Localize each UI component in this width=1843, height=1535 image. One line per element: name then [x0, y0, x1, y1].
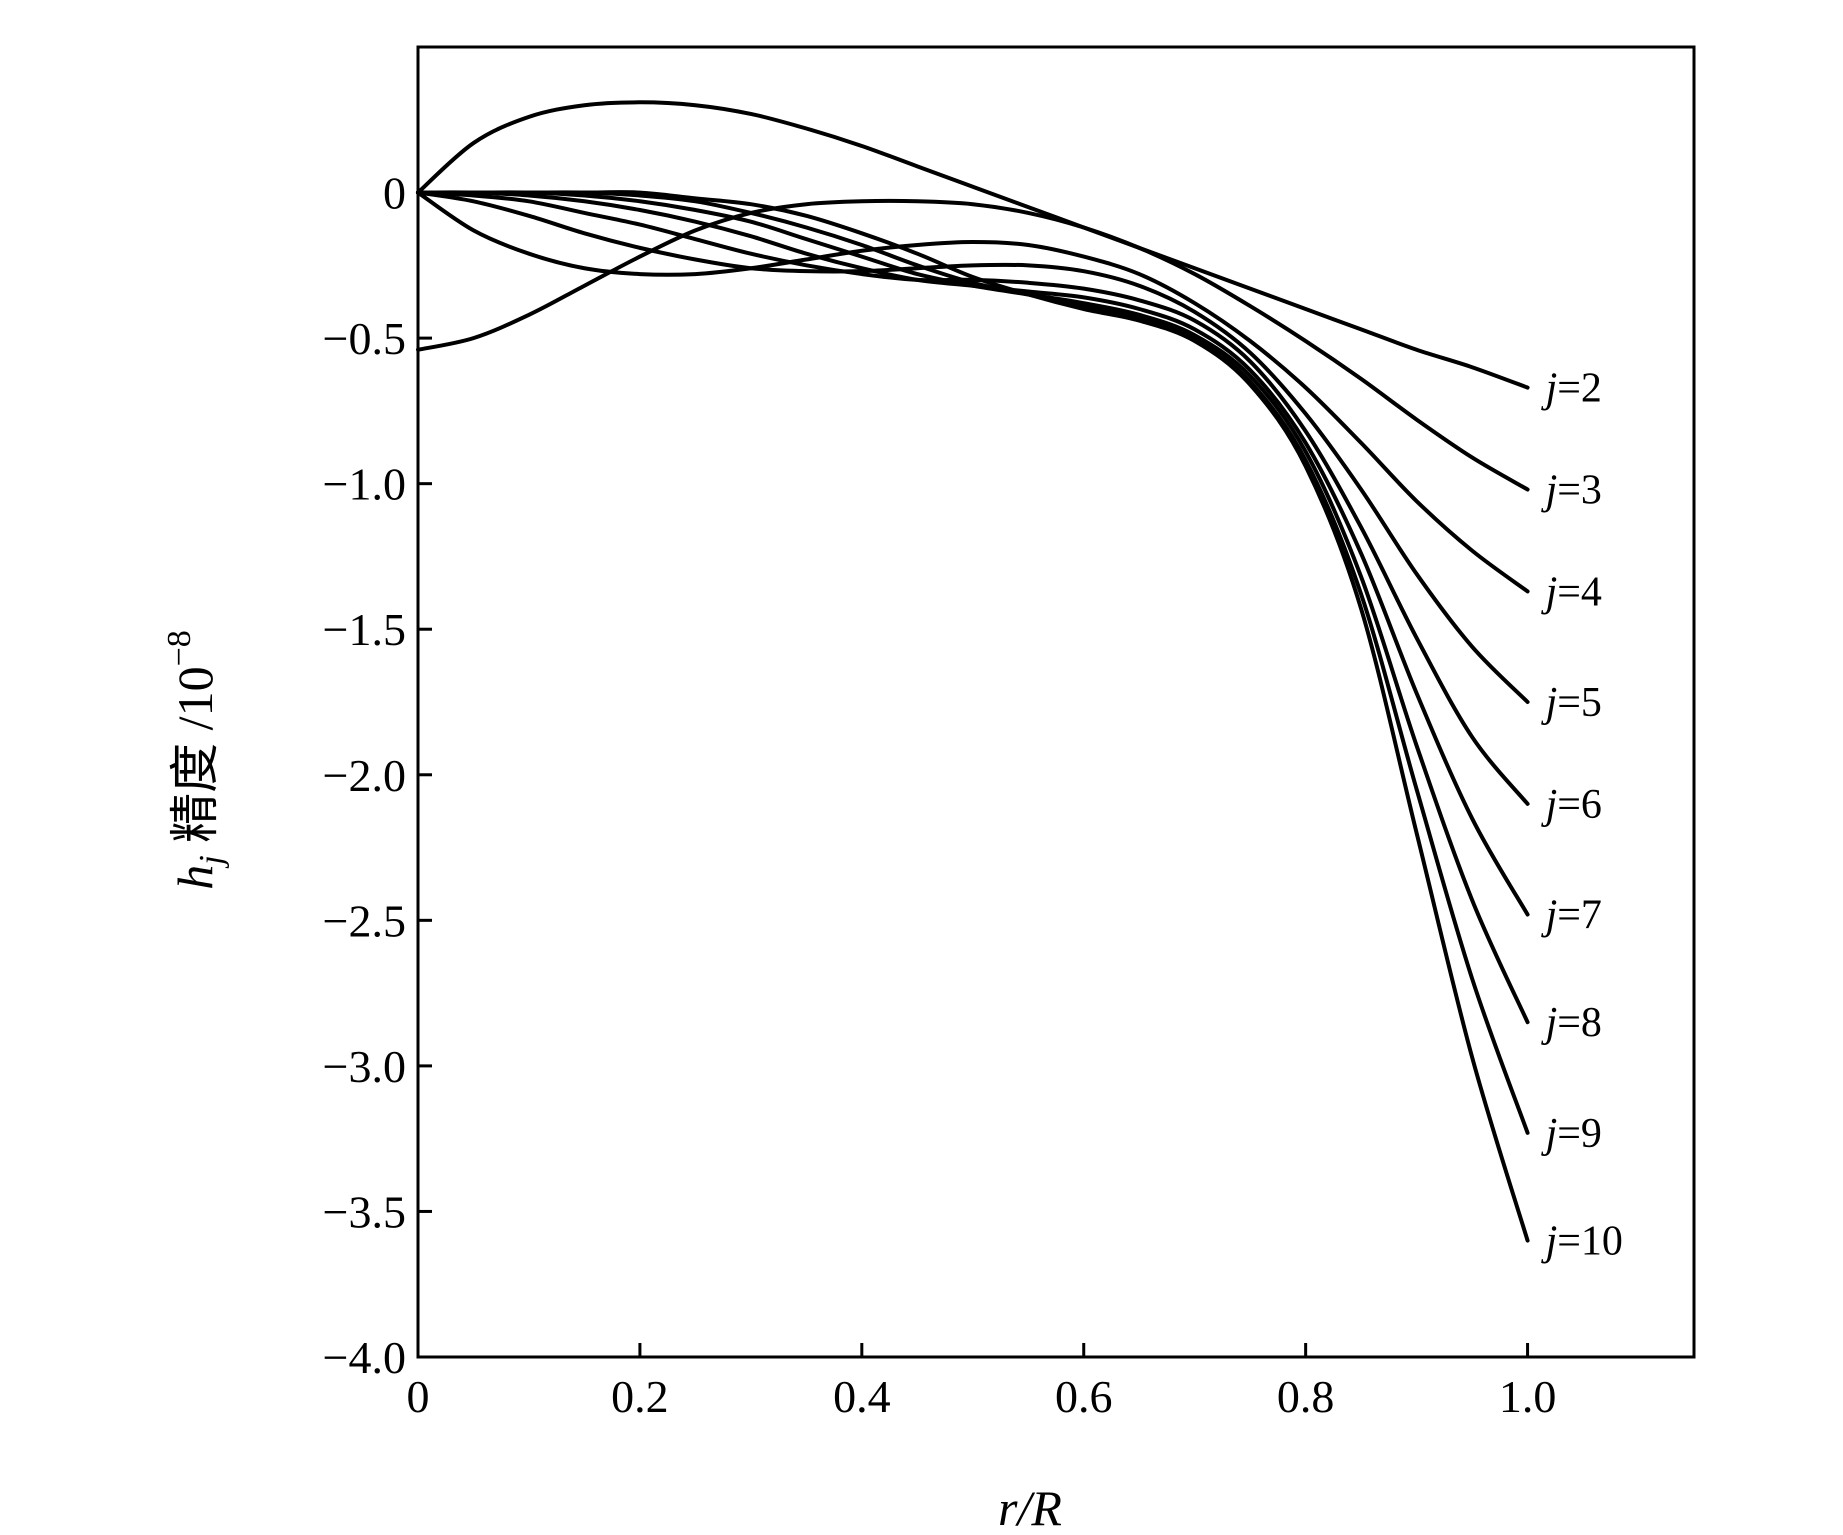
x-tick-label-2: 0.4: [833, 1371, 891, 1422]
series-label-j=3: j=3: [1541, 467, 1602, 513]
y-tick-label-2: −1.0: [323, 459, 406, 510]
y-tick-label-8: −4.0: [323, 1332, 406, 1383]
x-tick-label-3: 0.6: [1055, 1371, 1113, 1422]
series-label-j=7: j=7: [1541, 893, 1602, 939]
x-tick-label-5: 1.0: [1499, 1371, 1557, 1422]
y-axis-title: hj 精度 /10−8: [161, 630, 230, 890]
series-lines: [416, 100, 1530, 1243]
series-label-j=4: j=4: [1541, 569, 1602, 615]
series-line-j=10: [416, 190, 1530, 1243]
series-label-j=9: j=9: [1541, 1111, 1602, 1157]
x-tick-label-1: 0.2: [611, 1371, 669, 1422]
series-label-j=5: j=5: [1541, 680, 1602, 726]
x-axis-title: r/R: [998, 1480, 1062, 1535]
series-label-j=10: j=10: [1541, 1219, 1623, 1265]
y-tick-label-5: −2.5: [323, 895, 406, 946]
y-tick-label-4: −2.0: [323, 750, 406, 801]
series-line-j=4: [416, 190, 1530, 594]
x-axis: 0 0.2 0.4 0.6 0.8 1.0: [407, 1343, 1557, 1422]
y-tick-label-7: −3.5: [323, 1186, 406, 1237]
series-line-j=9: [416, 190, 1530, 1135]
series-label-j=8: j=8: [1541, 1000, 1602, 1046]
series-line-j=3: [416, 198, 1530, 492]
svg-text:hj 精度 /10−8: hj 精度 /10−8: [161, 630, 230, 890]
y-tick-label-6: −3.0: [323, 1041, 406, 1092]
y-tick-label-3: −1.5: [323, 604, 406, 655]
series-line-j=7: [416, 190, 1530, 917]
x-tick-label-0: 0: [407, 1371, 430, 1422]
y-tick-label-1: −0.5: [323, 313, 406, 364]
x-tick-label-4: 0.8: [1277, 1371, 1335, 1422]
series-line-j=2: [416, 100, 1530, 390]
y-tick-label-0: 0: [383, 168, 406, 219]
plot-frame: [416, 45, 1696, 1359]
series-line-j=6: [416, 190, 1530, 806]
series-labels: j=2 j=3 j=4 j=5 j=6 j=7 j=8 j=9 j=10: [1541, 366, 1623, 1265]
series-label-j=2: j=2: [1541, 366, 1602, 412]
series-line-j=5: [416, 190, 1530, 704]
series-label-j=6: j=6: [1541, 782, 1602, 828]
y-axis: 0 −0.5 −1.0 −1.5 −2.0 −2.5 −3.0 −3.5 −4.0: [323, 168, 432, 1383]
